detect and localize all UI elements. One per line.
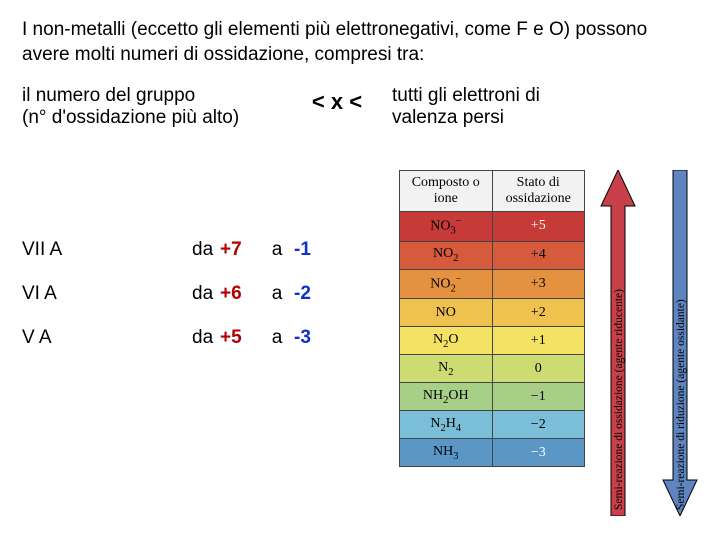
table-row: NH2OH−1: [400, 383, 585, 411]
ox-formula: NH2OH: [400, 383, 493, 411]
group-a: a: [260, 327, 294, 349]
oxidation-panel: Composto o ione Stato di ossidazione NO3…: [399, 170, 704, 516]
group-a: a: [260, 239, 294, 261]
ox-head-compound: Composto o ione: [400, 171, 493, 212]
legend-left: il numero del gruppo (n° d'ossidazione p…: [22, 85, 282, 129]
legend-right-l1: tutti gli elettroni di: [392, 85, 698, 107]
legend-right: tutti gli elettroni di valenza persi: [392, 85, 698, 129]
ox-formula: NH3: [400, 439, 493, 467]
ox-state: +2: [492, 299, 585, 327]
legend-mid: < x <: [282, 89, 392, 115]
ox-state: +3: [492, 269, 585, 298]
table-row: N20: [400, 355, 585, 383]
oxidation-arrow-up: Semi-reazione di ossidazione (agente rid…: [599, 170, 637, 516]
legend-left-l1: il numero del gruppo: [22, 85, 282, 107]
ox-formula: NO2: [400, 241, 493, 269]
group-plus: +6: [220, 283, 260, 305]
ox-state: +4: [492, 241, 585, 269]
ox-state: −1: [492, 383, 585, 411]
oxidation-arrow-up-label: Semi-reazione di ossidazione (agente rid…: [613, 289, 625, 510]
ox-head-state: Stato di ossidazione: [492, 171, 585, 212]
reduction-arrow-down: Semi-reazione di riduzione (agente ossid…: [661, 170, 699, 516]
table-row: NO3−+5: [400, 212, 585, 241]
ox-formula: NO2−: [400, 269, 493, 298]
ox-state: −3: [492, 439, 585, 467]
table-row: NO2−+3: [400, 269, 585, 298]
group-minus: -2: [294, 283, 344, 305]
ox-formula: NO: [400, 299, 493, 327]
group-label: V A: [22, 327, 192, 349]
group-plus: +7: [220, 239, 260, 261]
group-a: a: [260, 283, 294, 305]
ox-formula: N2O: [400, 327, 493, 355]
ox-state: 0: [492, 355, 585, 383]
reduction-arrow-down-label: Semi-reazione di riduzione (agente ossid…: [675, 299, 687, 510]
group-label: VII A: [22, 239, 192, 261]
oxidation-table: Composto o ione Stato di ossidazione NO3…: [399, 170, 585, 467]
legend-right-l2: valenza persi: [392, 107, 698, 129]
group-minus: -3: [294, 327, 344, 349]
table-row: NO2+4: [400, 241, 585, 269]
ox-formula: N2: [400, 355, 493, 383]
table-row: N2O+1: [400, 327, 585, 355]
ox-state: +5: [492, 212, 585, 241]
table-row: NH3−3: [400, 439, 585, 467]
group-da: da: [192, 283, 220, 305]
group-minus: -1: [294, 239, 344, 261]
table-row: NO+2: [400, 299, 585, 327]
ox-formula: N2H4: [400, 411, 493, 439]
table-row: N2H4−2: [400, 411, 585, 439]
ox-formula: NO3−: [400, 212, 493, 241]
ox-state: −2: [492, 411, 585, 439]
legend-left-l2: (n° d'ossidazione più alto): [22, 107, 282, 129]
group-plus: +5: [220, 327, 260, 349]
group-label: VI A: [22, 283, 192, 305]
title-text: I non-metalli (eccetto gli elementi più …: [22, 18, 698, 67]
group-da: da: [192, 239, 220, 261]
group-da: da: [192, 327, 220, 349]
legend-row: il numero del gruppo (n° d'ossidazione p…: [22, 85, 698, 129]
ox-state: +1: [492, 327, 585, 355]
